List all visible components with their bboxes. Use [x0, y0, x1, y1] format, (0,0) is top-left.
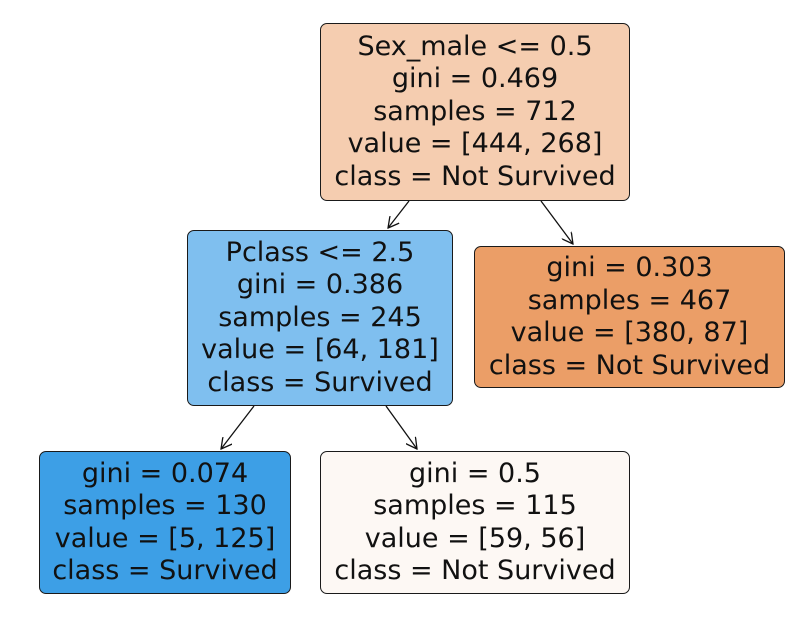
node-split-rule: Sex_male <= 0.5: [357, 30, 593, 62]
node-class: class = Survived: [52, 555, 278, 586]
node-split-rule: Pclass <= 2.5: [225, 236, 415, 268]
node-samples: samples = 130: [63, 490, 267, 521]
node-samples: samples = 712: [373, 95, 577, 127]
edge-root-to-right: [540, 200, 573, 244]
node-gini: gini = 0.386: [236, 269, 404, 301]
node-class: class = Not Survived: [488, 349, 771, 381]
node-class: class = Not Survived: [334, 555, 616, 586]
edge-left-to-left-right: [385, 405, 417, 449]
node-value: value = [64, 181]: [201, 334, 439, 366]
edge-left-to-left-left: [221, 405, 255, 449]
node-value: value = [59, 56]: [364, 522, 586, 554]
node-samples: samples = 115: [373, 490, 577, 521]
edge-root-to-left: [388, 200, 410, 228]
node-gini: gini = 0.074: [81, 457, 249, 489]
tree-node-left-right-leaf: gini = 0.5 samples = 115 value = [59, 56…: [320, 451, 630, 594]
node-class: class = Survived: [207, 366, 433, 398]
node-value: value = [5, 125]: [54, 522, 276, 554]
tree-node-left-left-leaf: gini = 0.074 samples = 130 value = [5, 1…: [39, 451, 291, 594]
node-samples: samples = 467: [527, 284, 732, 316]
node-samples: samples = 245: [218, 301, 422, 333]
node-gini: gini = 0.303: [546, 252, 713, 283]
node-gini: gini = 0.5: [409, 457, 541, 489]
tree-node-root: Sex_male <= 0.5 gini = 0.469 samples = 7…: [320, 23, 630, 201]
node-value: value = [380, 87]: [510, 317, 749, 348]
tree-node-right-leaf: gini = 0.303 samples = 467 value = [380,…: [474, 246, 785, 388]
node-class: class = Not Survived: [334, 160, 616, 192]
node-gini: gini = 0.469: [391, 63, 559, 95]
node-value: value = [444, 268]: [347, 128, 603, 160]
tree-node-left: Pclass <= 2.5 gini = 0.386 samples = 245…: [187, 230, 453, 406]
